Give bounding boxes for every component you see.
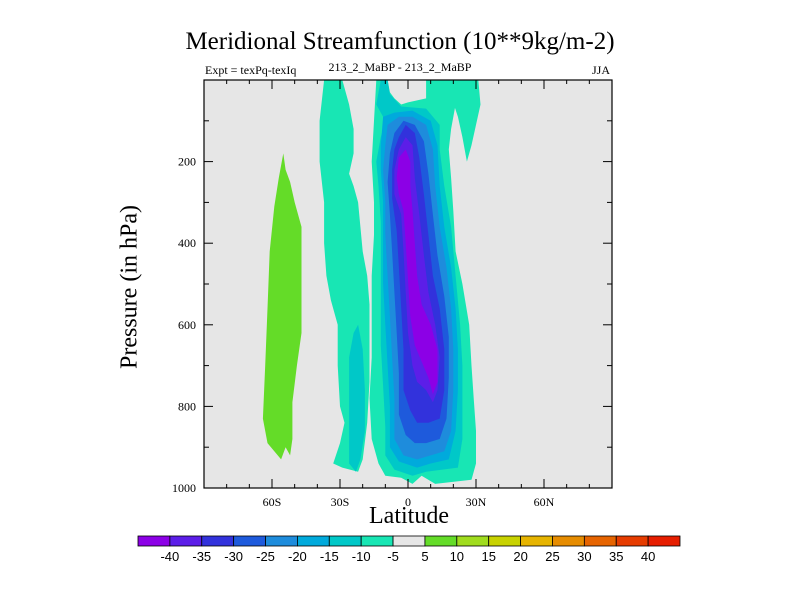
colorbar-label: 35 bbox=[609, 549, 623, 564]
colorbar-swatch bbox=[456, 535, 490, 547]
x-tick-label: 0 bbox=[405, 495, 411, 509]
negative-core-lower bbox=[349, 324, 365, 472]
chart-title: Meridional Streamfunction (10**9kg/m-2) bbox=[185, 28, 615, 55]
axes: 60S 30S 0 30N 60N 200 400 600 800 1000 bbox=[172, 80, 612, 509]
colorbar-swatch bbox=[328, 535, 362, 547]
run-label: 213_2_MaBP - 213_2_MaBP bbox=[328, 60, 472, 74]
colorbar-label: -40 bbox=[160, 549, 179, 564]
season-label: JJA bbox=[592, 63, 611, 77]
colorbar-swatch bbox=[137, 535, 171, 547]
colorbar-swatch bbox=[615, 535, 649, 547]
colorbar-swatch bbox=[297, 535, 330, 547]
colorbar-label: 5 bbox=[421, 549, 428, 564]
colorbar-swatch bbox=[583, 535, 617, 547]
colorbar-label: 40 bbox=[641, 549, 655, 564]
colorbar-label: 30 bbox=[577, 549, 591, 564]
colorbar-swatch bbox=[265, 535, 298, 547]
colorbar-label: -15 bbox=[320, 549, 339, 564]
colorbar-label: 10 bbox=[450, 549, 464, 564]
negative-core-max bbox=[396, 149, 438, 395]
colorbar-swatch bbox=[201, 535, 235, 547]
y-tick-label: 800 bbox=[178, 399, 196, 413]
colorbar-swatch bbox=[647, 535, 681, 547]
x-tick-label: 30N bbox=[466, 495, 487, 509]
y-tick-label: 200 bbox=[178, 155, 196, 169]
y-tick-label: 1000 bbox=[172, 481, 196, 495]
x-tick-label: 60N bbox=[534, 495, 555, 509]
colorbar-label: -10 bbox=[352, 549, 371, 564]
colorbar-label: -35 bbox=[192, 549, 211, 564]
contour-regions bbox=[262, 80, 481, 484]
colorbar-swatch bbox=[424, 535, 458, 547]
colorbar-swatch bbox=[360, 535, 394, 547]
colorbar-label: 15 bbox=[481, 549, 495, 564]
y-tick-label: 400 bbox=[178, 236, 196, 250]
colorbar-swatch bbox=[488, 535, 521, 547]
positive-cell-southern-subtropics bbox=[262, 153, 302, 460]
colorbar-label: 25 bbox=[545, 549, 559, 564]
colorbar-swatch bbox=[520, 535, 553, 547]
colorbar-label: -5 bbox=[387, 549, 399, 564]
colorbar-label: 20 bbox=[513, 549, 527, 564]
colorbar-label: -25 bbox=[256, 549, 275, 564]
y-tick-label: 600 bbox=[178, 318, 196, 332]
x-tick-label: 60S bbox=[263, 495, 282, 509]
experiment-label: Expt = texPq-texIq bbox=[205, 63, 297, 77]
colorbar-swatch bbox=[233, 535, 266, 547]
colorbar: -40 -35 -30 -25 -20 -15 -10 -5 5 10 15 20 25 30 35 40 bbox=[137, 535, 681, 564]
x-axis-label: Latitude bbox=[369, 503, 449, 529]
colorbar-swatch bbox=[169, 535, 203, 547]
colorbar-label: -30 bbox=[224, 549, 243, 564]
x-tick-label: 30S bbox=[331, 495, 350, 509]
colorbar-label: -20 bbox=[288, 549, 307, 564]
negative-band-northern bbox=[448, 80, 481, 162]
colorbar-swatch bbox=[392, 535, 426, 547]
colorbar-swatch bbox=[552, 535, 585, 547]
